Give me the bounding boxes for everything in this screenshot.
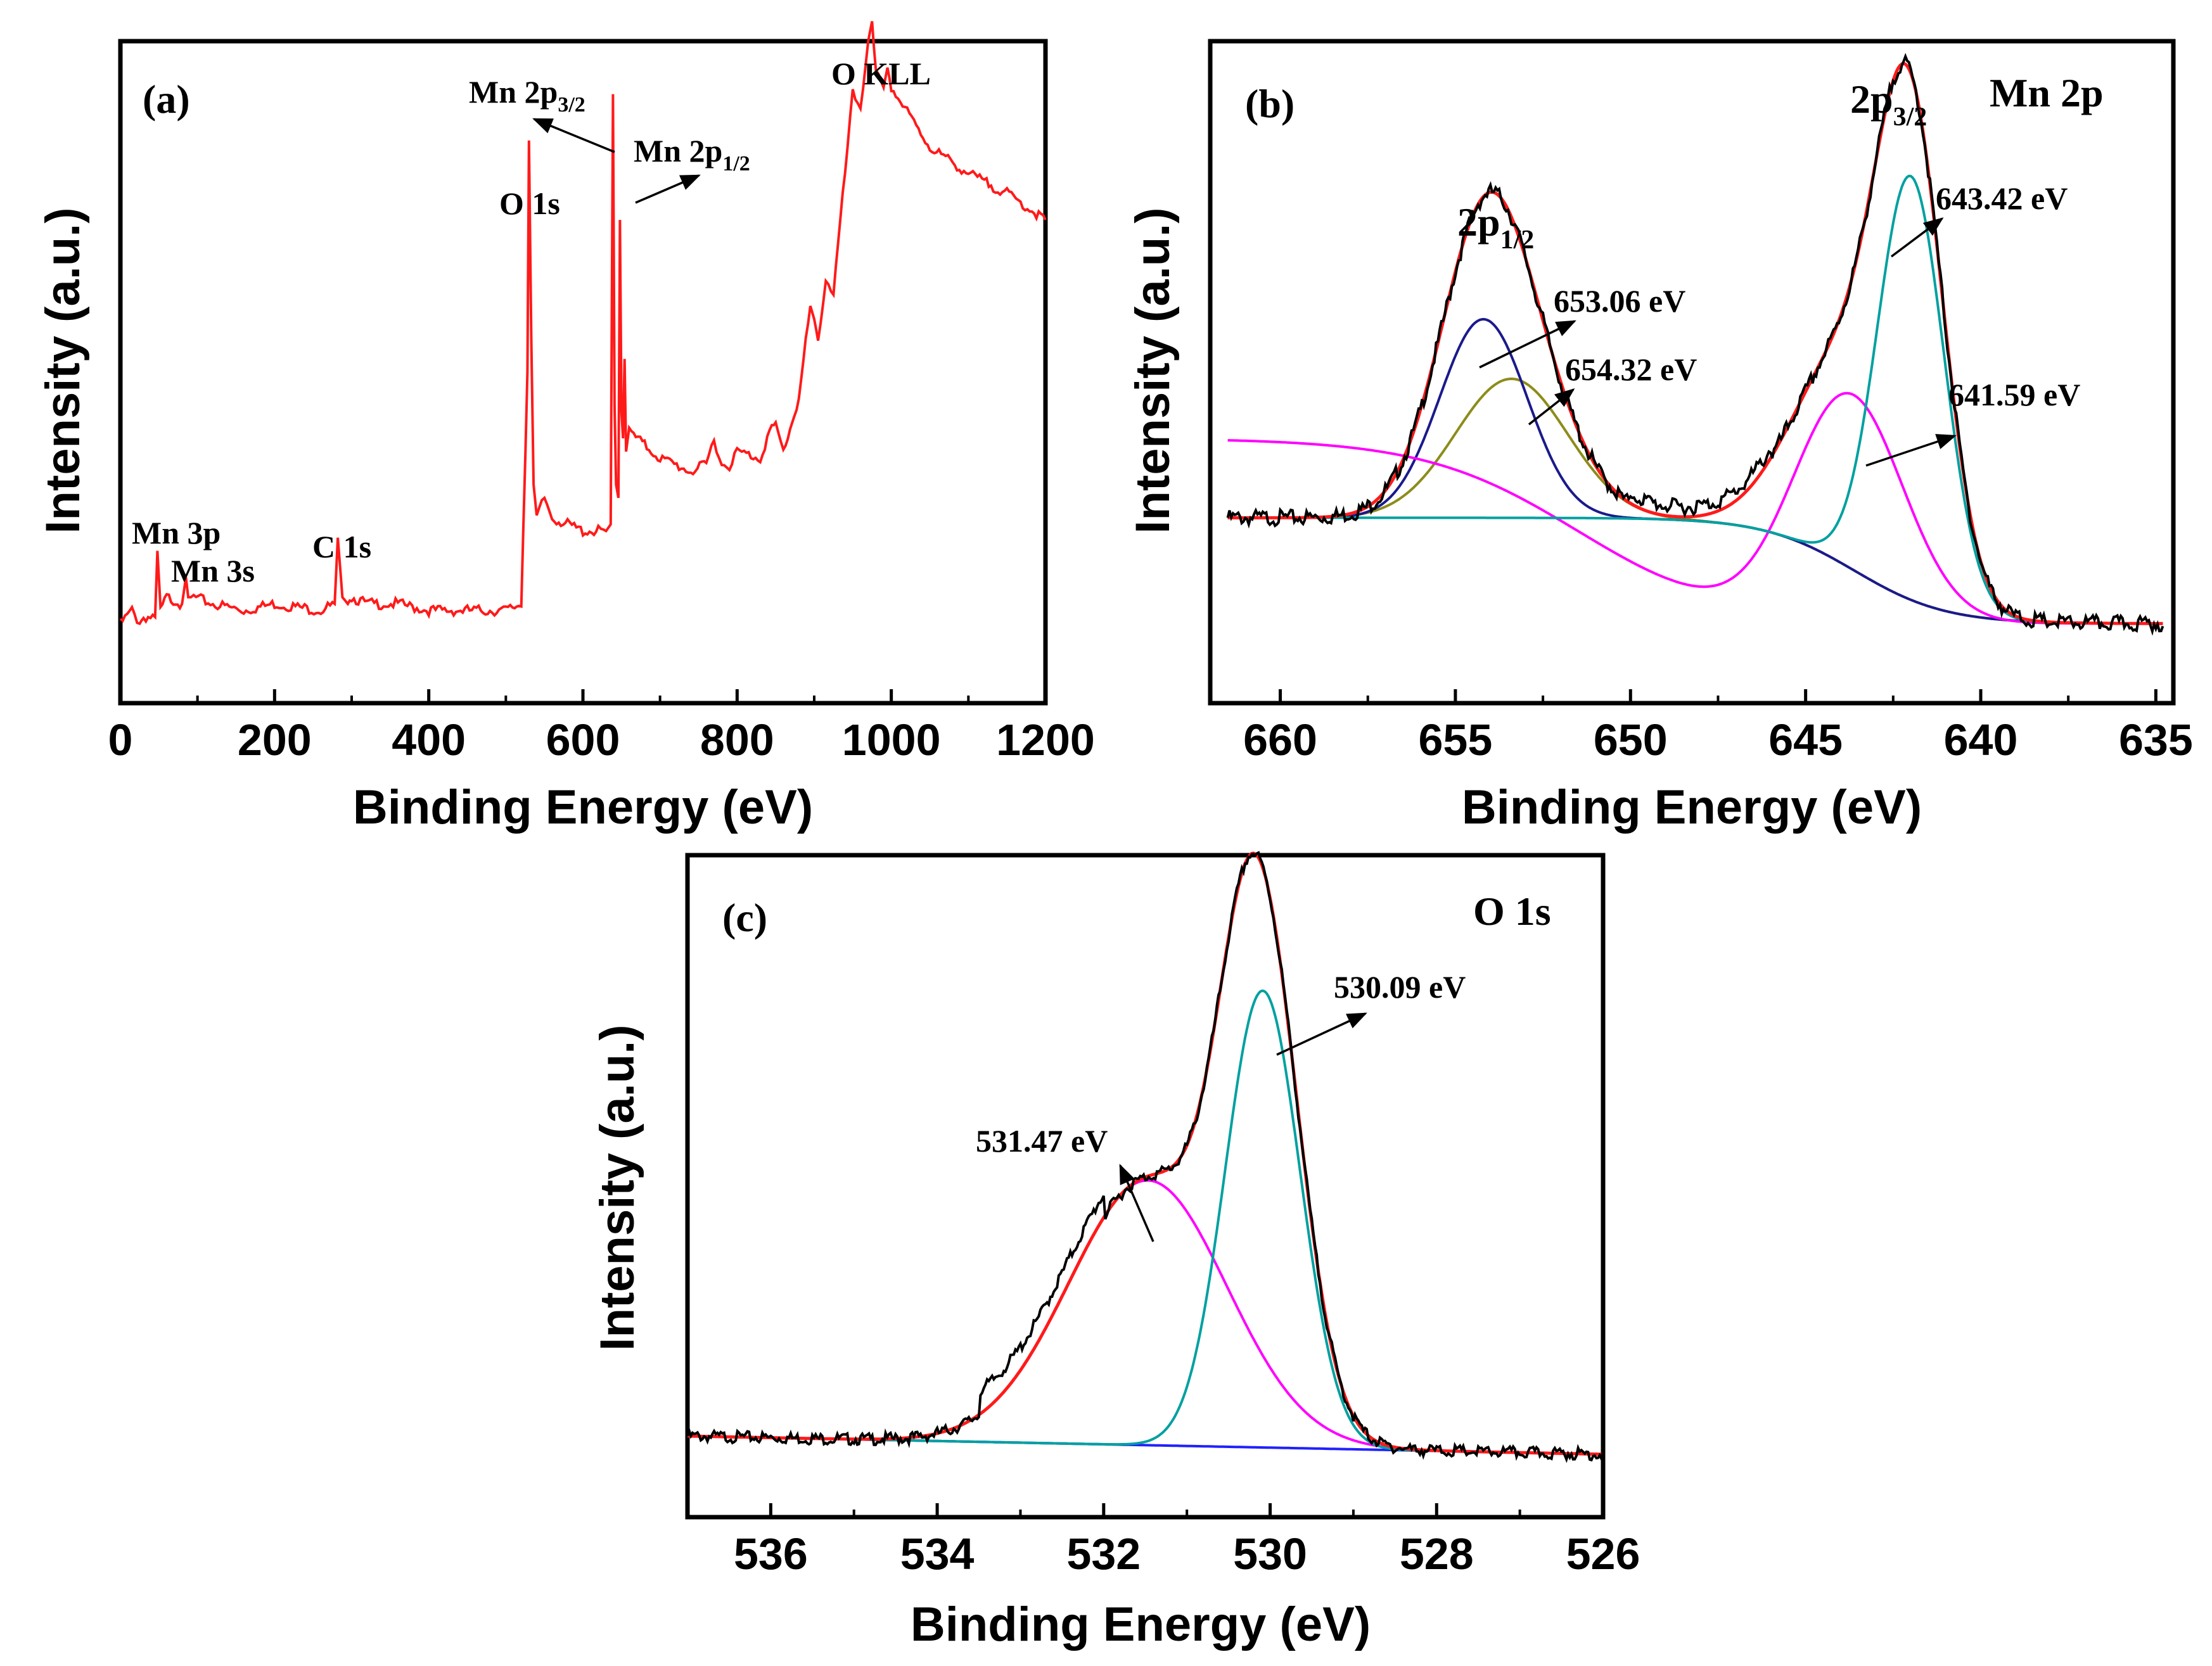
label-o-kll: O KLL (831, 56, 931, 91)
panel-b-fit-envelope (1227, 61, 2163, 625)
label-653-06: 653.06 eV (1554, 283, 1685, 319)
panel-b-label: (b) (1245, 81, 1295, 126)
panel-b-title: Mn 2p (1990, 70, 2104, 115)
x-tick-label-534: 534 (900, 1529, 975, 1579)
x-tick-label-655: 655 (1419, 715, 1493, 765)
x-tick-label-532: 532 (1066, 1529, 1141, 1579)
panel-a-ylabel: Intensity (a.u.) (36, 207, 90, 533)
x-tick-label-0: 0 (108, 715, 133, 765)
panel-c-xlabel: Binding Energy (eV) (911, 1598, 1371, 1651)
arrow-mn-2p12 (635, 174, 701, 204)
panel-a-frame (118, 39, 1048, 706)
x-tick-label-526: 526 (1566, 1529, 1640, 1579)
panel-b-component-643-42 (1227, 174, 2163, 625)
panel-b-ticks: 660 655 650 645 640 635 (1243, 689, 2193, 765)
x-tick-label-1200: 1200 (996, 715, 1095, 765)
panel-b-ylabel: Intensity (a.u.) (1126, 207, 1180, 533)
panel-c: 536 534 532 530 528 526 (c) O 1s 530.09 eV 53… (591, 851, 1640, 1651)
label-2p12: 2p1/2 (1457, 200, 1534, 255)
panel-a-xlabel: Binding Energy (eV) (353, 780, 813, 834)
arrow-643-42 (1890, 217, 1944, 258)
arrow-531-47 (1119, 1164, 1154, 1242)
label-mn-2p12: Mn 2p1/2 (634, 133, 750, 175)
label-654-32: 654.32 eV (1565, 352, 1697, 387)
label-c-1s: C 1s (312, 529, 371, 564)
arrow-530-09 (1276, 1012, 1367, 1056)
panel-b-component-641-59 (1227, 391, 2163, 625)
label-641-59: 641.59 eV (1948, 377, 2080, 412)
panel-c-fit-envelope (687, 851, 1603, 1456)
x-tick-label-528: 528 (1400, 1529, 1474, 1579)
panel-a-ticks: 0 200 400 600 800 1000 1200 (108, 689, 1095, 765)
panel-a-label: (a) (143, 77, 190, 122)
x-tick-label-640: 640 (1944, 715, 2018, 765)
panel-a: 0 200 400 600 800 1000 1200 (a) Mn 3p Mn 3s C … (36, 21, 1095, 834)
label-531-47: 531.47 eV (976, 1123, 1108, 1159)
panel-c-title: O 1s (1473, 889, 1551, 934)
arrow-653-06 (1479, 320, 1576, 369)
label-mn-3s: Mn 3s (171, 553, 255, 588)
x-tick-label-1000: 1000 (842, 715, 941, 765)
panel-b-xlabel: Binding Energy (eV) (1462, 780, 1922, 834)
panel-b-experimental (1226, 53, 2164, 636)
panel-c-ylabel: Intensity (a.u.) (591, 1024, 644, 1351)
arrow-641-59 (1865, 434, 1957, 467)
x-tick-label-200: 200 (238, 715, 312, 765)
x-tick-label-660: 660 (1243, 715, 1317, 765)
label-mn-2p32: Mn 2p3/2 (469, 74, 585, 117)
arrow-654-32 (1528, 388, 1575, 426)
x-tick-label-530: 530 (1233, 1529, 1307, 1579)
x-tick-label-600: 600 (546, 715, 620, 765)
label-o-1s: O 1s (499, 186, 560, 221)
x-tick-label-645: 645 (1768, 715, 1843, 765)
panel-c-label: (c) (722, 895, 767, 940)
x-tick-label-635: 635 (2119, 715, 2193, 765)
x-tick-label-650: 650 (1594, 715, 1668, 765)
arrow-mn-2p32 (532, 118, 615, 153)
label-530-09: 530.09 eV (1334, 969, 1466, 1005)
panel-c-frame (685, 853, 1606, 1520)
panel-b-frame (1208, 39, 2176, 706)
x-tick-label-800: 800 (700, 715, 774, 765)
label-643-42: 643.42 eV (1936, 181, 2068, 216)
x-tick-label-536: 536 (734, 1529, 808, 1579)
panel-a-survey-line (119, 21, 1047, 626)
panel-c-experimental (686, 851, 1604, 1463)
x-tick-label-400: 400 (392, 715, 466, 765)
label-mn-3p: Mn 3p (132, 515, 221, 550)
panel-c-ticks: 536 534 532 530 528 526 (734, 1503, 1640, 1579)
panel-b: 660 655 650 645 640 635 (b) Mn 2p 2p3/2 2p1/2… (1126, 39, 2193, 834)
